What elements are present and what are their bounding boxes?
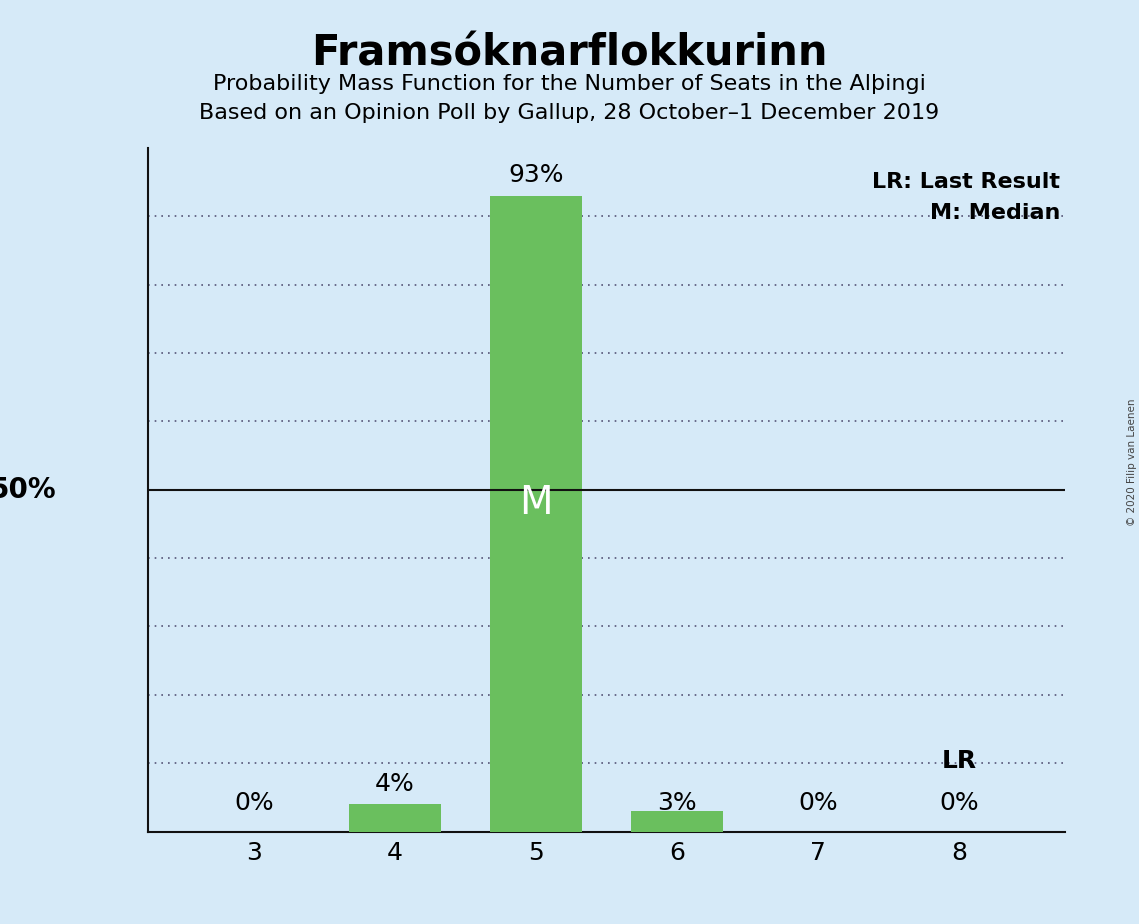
Text: © 2020 Filip van Laenen: © 2020 Filip van Laenen <box>1126 398 1137 526</box>
Text: 93%: 93% <box>508 164 564 188</box>
Text: 0%: 0% <box>798 791 838 815</box>
Text: 0%: 0% <box>233 791 273 815</box>
Bar <box>631 811 723 832</box>
Text: 3%: 3% <box>657 791 697 815</box>
Text: Probability Mass Function for the Number of Seats in the Alþingi: Probability Mass Function for the Number… <box>213 74 926 94</box>
Text: 4%: 4% <box>375 772 415 796</box>
Bar <box>490 196 582 832</box>
Text: LR: LR <box>942 749 977 773</box>
Text: 50%: 50% <box>0 476 56 504</box>
Text: Based on an Opinion Poll by Gallup, 28 October–1 December 2019: Based on an Opinion Poll by Gallup, 28 O… <box>199 103 940 124</box>
Bar <box>349 804 441 832</box>
Text: LR: Last Result: LR: Last Result <box>872 172 1060 192</box>
Text: 0%: 0% <box>940 791 980 815</box>
Text: Framsóknarflokkurinn: Framsóknarflokkurinn <box>311 32 828 74</box>
Text: M: M <box>519 484 552 522</box>
Text: M: Median: M: Median <box>931 202 1060 223</box>
